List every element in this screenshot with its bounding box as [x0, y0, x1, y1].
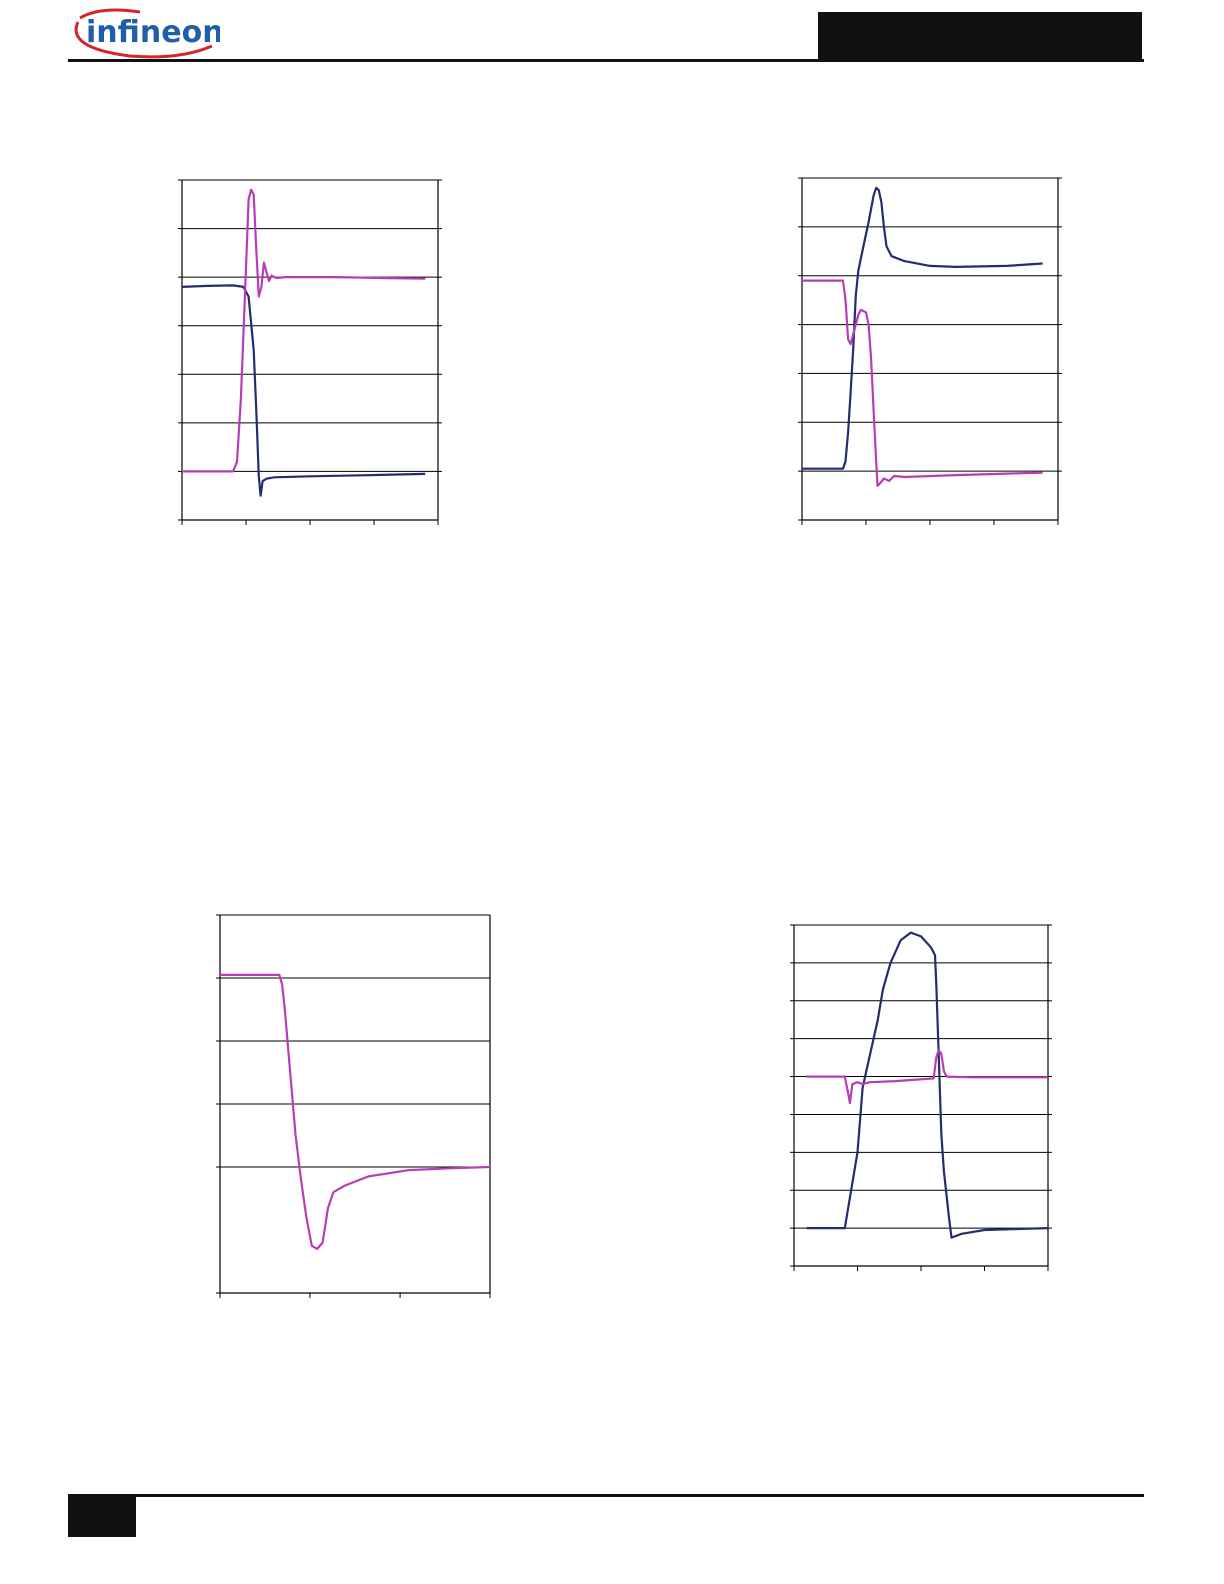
waveform-chart-2 [798, 177, 1062, 525]
header-rule [68, 59, 1144, 62]
header-black-box [818, 12, 1142, 62]
waveform-chart-4 [790, 924, 1052, 1271]
series-line-1 [220, 973, 491, 1250]
footer-page-box [68, 1497, 136, 1537]
series-line-1 [806, 931, 1049, 1239]
logo-swoosh-top [79, 8, 141, 20]
footer-rule [68, 1494, 1144, 1497]
waveform-chart-1 [178, 179, 442, 525]
logo-text: infineon [86, 15, 220, 50]
series-line-2 [182, 188, 426, 473]
series-line-1 [802, 186, 1043, 470]
series-line-1 [181, 284, 426, 497]
series-line-2 [802, 279, 1043, 487]
series-line-2 [806, 1048, 1048, 1105]
infineon-logo: infineon [74, 8, 220, 59]
logo-swoosh-bottom [74, 21, 213, 59]
waveform-chart-3 [216, 914, 491, 1298]
